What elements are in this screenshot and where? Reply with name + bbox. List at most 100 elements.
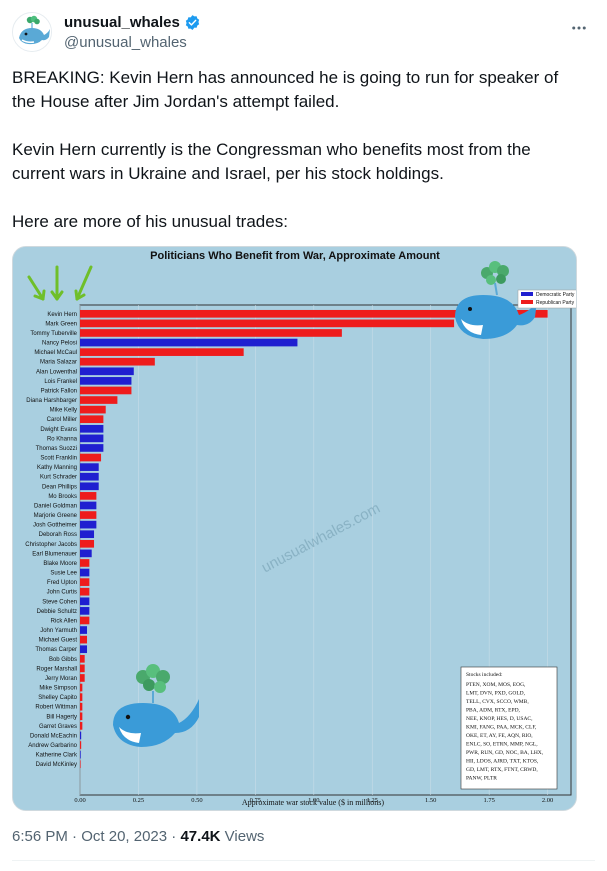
more-options-button[interactable]	[567, 16, 591, 40]
bar	[80, 674, 85, 682]
bar	[80, 511, 97, 519]
bar	[80, 424, 104, 433]
bar	[80, 530, 95, 539]
y-tick-label: Thomas Suozzi	[36, 446, 77, 452]
avatar[interactable]	[12, 12, 52, 52]
x-tick-label: 0.00	[74, 797, 85, 804]
bar	[80, 501, 97, 510]
stocks-box-line: PWR, RUN, GD, NOC, BA, LHX,	[466, 750, 544, 756]
y-tick-label: Kevin Hern	[47, 312, 77, 318]
y-tick-label: Dwight Evans	[40, 427, 77, 433]
chart-legend: Democratic Party Republican Party	[517, 289, 576, 309]
stocks-box-line: KMI, FANG, PAA, MCK, CLF,	[466, 725, 537, 731]
y-tick-label: Christopher Jacobs	[25, 542, 77, 548]
stocks-box-line: PBA, ADM, RTX, EPD,	[466, 708, 521, 714]
tweet-text: BREAKING: Kevin Hern has announced he is…	[12, 66, 582, 258]
stocks-included-box: Stocks included: PTEN, XOM, MOS, EOG, LMT,…	[460, 666, 558, 790]
whale-illustration-icon	[455, 261, 537, 339]
bar	[80, 693, 83, 701]
bar	[80, 626, 88, 634]
bar	[80, 492, 97, 500]
y-tick-label: Patrick Fallon	[41, 388, 77, 394]
y-tick-label: Andrew Garbarino	[28, 743, 77, 749]
bar	[80, 616, 90, 625]
y-tick-label: Susie Lee	[50, 571, 77, 577]
bar	[80, 415, 104, 424]
y-tick-label: Josh Gottheimer	[33, 523, 77, 529]
views-count: 47.4K	[180, 828, 221, 845]
bar	[80, 453, 102, 462]
stocks-box-line: ENLC, SO, ETRN, MMP, NGL,	[466, 742, 538, 748]
bar	[80, 568, 90, 577]
y-tick-label: Nancy Pelosi	[42, 341, 77, 347]
x-tick-label: 1.00	[308, 797, 319, 804]
bar	[80, 750, 81, 759]
bar	[80, 482, 99, 491]
bar	[80, 702, 83, 711]
bar	[80, 635, 88, 644]
bar	[80, 722, 83, 730]
whale-avatar-icon	[13, 13, 51, 51]
y-tick-label: Earl Blumenauer	[32, 551, 77, 557]
x-axis-label: Approximate war stock value ($ in millio…	[242, 798, 385, 807]
display-name[interactable]: unusual_whales	[64, 14, 180, 31]
bar	[80, 664, 85, 673]
x-tick-label: 0.75	[250, 797, 261, 804]
y-tick-label: Dean Phillips	[42, 484, 77, 490]
y-tick-label: Carol Miller	[47, 417, 77, 423]
y-tick-label: Mo Brooks	[48, 494, 77, 500]
more-options-icon	[572, 26, 586, 30]
bar	[80, 357, 155, 366]
y-tick-label: Rick Allen	[51, 618, 77, 624]
y-tick-label: Kathy Manning	[37, 465, 77, 471]
legend-label-democratic: Democratic Party	[536, 292, 575, 298]
views-label: Views	[224, 828, 265, 845]
x-tick-label: 0.50	[191, 797, 202, 804]
stocks-box-line: PANW, PLTR	[466, 776, 497, 782]
tweet-paragraph: Here are more of his unusual trades:	[12, 212, 288, 231]
bar	[80, 338, 298, 347]
y-tick-label: Kurt Schrader	[40, 475, 77, 481]
y-tick-label: John Yarmuth	[40, 628, 77, 634]
verified-badge-icon	[185, 15, 200, 30]
legend-label-republican: Republican Party	[536, 300, 575, 306]
y-tick-label: Thomas Carper	[35, 647, 77, 653]
x-tick-label: 1.25	[367, 797, 378, 804]
x-tick-label: 1.75	[483, 797, 494, 804]
bar	[80, 607, 90, 615]
divider	[12, 860, 595, 861]
bar	[80, 741, 82, 749]
y-tick-label: Katherine Clark	[36, 753, 78, 759]
bar	[80, 683, 83, 692]
bar	[80, 434, 104, 443]
tweet-time[interactable]: 6:56 PM	[12, 828, 68, 845]
y-tick-label: Blake Moore	[43, 561, 77, 567]
y-tick-label: Mark Green	[45, 321, 77, 327]
x-tick-label: 2.00	[542, 797, 553, 804]
tweet-paragraph: BREAKING: Kevin Hern has announced he is…	[12, 68, 563, 111]
bar	[80, 348, 244, 356]
whale-illustration-icon	[113, 664, 199, 747]
bar	[80, 597, 90, 606]
tweet-media-chart[interactable]: Politicians Who Benefit from War, Approx…	[12, 246, 577, 811]
meta-separator: ·	[171, 828, 177, 845]
bars-group	[80, 309, 548, 769]
stocks-box-line: GD, LMT, RTX, FTNT, CRWD,	[466, 767, 538, 773]
bar	[80, 760, 81, 769]
bar	[80, 731, 82, 740]
bar	[80, 309, 548, 318]
y-tick-label: Alan Lowenthal	[36, 369, 77, 375]
bar	[80, 654, 85, 663]
y-tick-label: Roger Marshall	[36, 666, 77, 672]
tweet-date[interactable]: Oct 20, 2023	[81, 828, 168, 845]
tweet-paragraph: Kevin Hern currently is the Congressman …	[12, 140, 536, 183]
bar	[80, 520, 97, 529]
handle[interactable]: @unusual_whales	[64, 34, 187, 51]
bar	[80, 587, 90, 596]
y-tick-label: Daniel Goldman	[34, 503, 77, 509]
stocks-box-line: PTEN, XOM, MOS, EOG,	[466, 682, 526, 688]
y-tick-label: Tommy Tuberville	[30, 331, 77, 337]
bar	[80, 386, 132, 395]
y-tick-label: Debbie Schultz	[37, 609, 77, 615]
bar	[80, 319, 455, 328]
